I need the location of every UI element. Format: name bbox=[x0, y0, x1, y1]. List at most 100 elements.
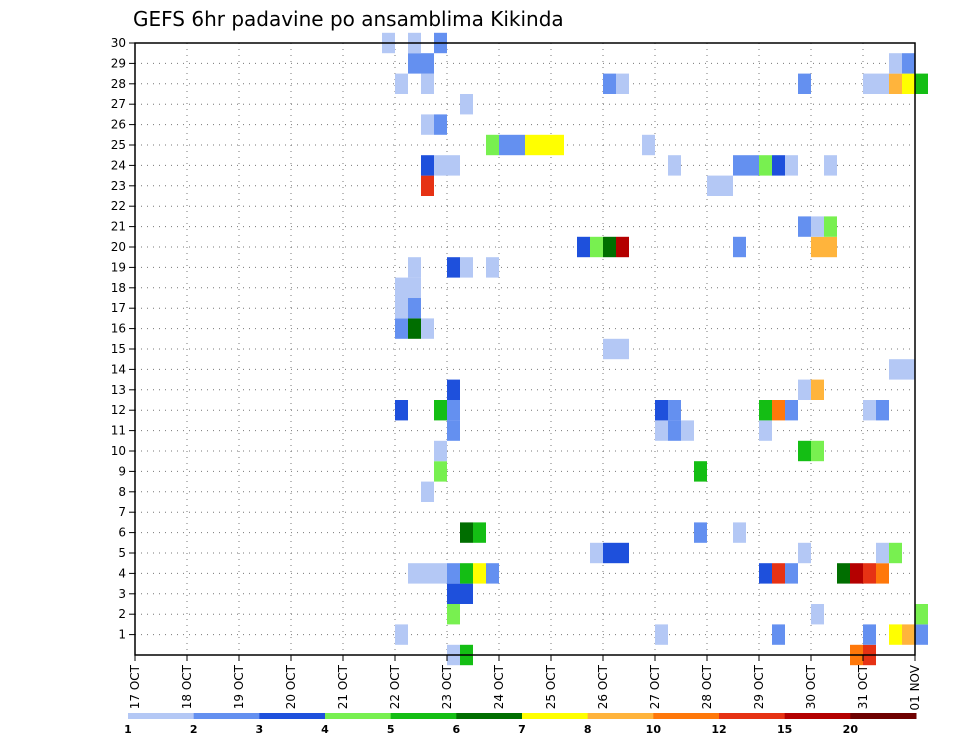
y-tick-label: 1 bbox=[118, 628, 126, 642]
data-cell bbox=[460, 94, 473, 115]
data-cell bbox=[538, 134, 551, 156]
data-cell bbox=[616, 338, 629, 360]
data-cell bbox=[616, 542, 629, 564]
data-cell bbox=[447, 257, 460, 278]
data-cell bbox=[603, 542, 616, 564]
y-tick-label: 21 bbox=[111, 220, 126, 234]
data-cell bbox=[876, 563, 889, 584]
y-tick-label: 24 bbox=[111, 158, 126, 172]
colorbar-swatch bbox=[259, 713, 326, 719]
y-axis: 1234567891011121314151617181920212223242… bbox=[111, 36, 135, 642]
colorbar-label: 1 bbox=[124, 723, 132, 736]
data-cell bbox=[798, 379, 811, 400]
data-cell bbox=[447, 379, 460, 400]
data-cell bbox=[863, 624, 876, 645]
data-cell bbox=[447, 400, 460, 421]
data-cell bbox=[798, 216, 811, 237]
y-tick-label: 17 bbox=[111, 301, 126, 315]
colorbar-label: 10 bbox=[646, 723, 662, 736]
data-cell bbox=[395, 277, 408, 298]
data-cell bbox=[486, 563, 499, 584]
data-cell bbox=[889, 73, 902, 94]
data-cell bbox=[850, 563, 863, 584]
data-cell bbox=[395, 298, 408, 319]
data-cell bbox=[785, 155, 798, 176]
data-cell bbox=[759, 400, 772, 421]
grid-lines bbox=[135, 43, 915, 655]
y-tick-label: 28 bbox=[111, 77, 126, 91]
y-tick-label: 2 bbox=[118, 607, 126, 621]
data-cell bbox=[824, 236, 837, 258]
data-cell bbox=[421, 73, 434, 94]
data-cell bbox=[889, 542, 902, 564]
data-cell bbox=[486, 134, 499, 156]
data-cell bbox=[460, 583, 473, 604]
colorbar-swatch bbox=[456, 713, 523, 719]
y-tick-label: 23 bbox=[111, 179, 126, 193]
y-tick-label: 15 bbox=[111, 342, 126, 356]
x-tick-label: 26 OCT bbox=[596, 664, 610, 709]
data-cell bbox=[785, 563, 798, 584]
data-cell bbox=[434, 114, 447, 135]
y-tick-label: 5 bbox=[118, 546, 126, 560]
data-cell bbox=[447, 420, 460, 441]
data-cell bbox=[421, 175, 434, 196]
colorbar-swatch bbox=[193, 713, 260, 719]
colorbar-swatch bbox=[128, 713, 195, 719]
data-cell bbox=[473, 563, 486, 584]
data-cell bbox=[655, 420, 668, 441]
x-tick-label: 18 OCT bbox=[180, 664, 194, 709]
y-tick-label: 16 bbox=[111, 322, 126, 336]
data-cell bbox=[434, 440, 447, 462]
colorbar-swatch bbox=[719, 713, 786, 719]
data-cell bbox=[772, 155, 785, 176]
y-tick-label: 6 bbox=[118, 526, 126, 540]
data-cell bbox=[512, 134, 525, 156]
y-tick-label: 19 bbox=[111, 260, 126, 274]
data-cell bbox=[811, 604, 824, 625]
colorbar-swatch bbox=[850, 713, 917, 719]
data-cell bbox=[603, 236, 616, 258]
data-cell bbox=[837, 563, 850, 584]
data-cell bbox=[460, 563, 473, 584]
data-cell bbox=[811, 440, 824, 462]
colorbar-swatch bbox=[390, 713, 457, 719]
data-cell bbox=[759, 420, 772, 441]
data-cell bbox=[603, 338, 616, 360]
x-tick-label: 21 OCT bbox=[336, 664, 350, 709]
chart-title: GEFS 6hr padavine po ansamblima Kikinda bbox=[133, 7, 564, 31]
data-cell bbox=[733, 522, 746, 543]
y-tick-label: 3 bbox=[118, 587, 126, 601]
y-tick-label: 9 bbox=[118, 464, 126, 478]
data-cell bbox=[408, 53, 421, 74]
colorbar-label: 7 bbox=[518, 723, 526, 736]
colorbar: 1 2 3 4 5 6 7 8 10 12 15 20 bbox=[124, 713, 917, 736]
y-tick-label: 10 bbox=[111, 444, 126, 458]
data-cell bbox=[616, 236, 629, 258]
colorbar-swatch bbox=[522, 713, 589, 719]
data-cell bbox=[395, 73, 408, 94]
data-cell bbox=[421, 563, 434, 584]
y-tick-label: 12 bbox=[111, 403, 126, 417]
x-tick-label: 24 OCT bbox=[492, 664, 506, 709]
data-cell bbox=[746, 155, 759, 176]
data-cell bbox=[863, 73, 876, 94]
data-cell bbox=[694, 461, 707, 482]
x-tick-label: 23 OCT bbox=[440, 664, 454, 709]
data-cell bbox=[759, 155, 772, 176]
y-tick-label: 7 bbox=[118, 505, 126, 519]
x-axis: 17 OCT 18 OCT 19 OCT 20 OCT 21 OCT 22 OCT 23 O… bbox=[128, 655, 922, 711]
y-tick-label: 25 bbox=[111, 138, 126, 152]
colorbar-label: 4 bbox=[321, 723, 329, 736]
data-cell bbox=[694, 522, 707, 543]
data-cell bbox=[590, 236, 603, 258]
colorbar-label: 3 bbox=[256, 723, 264, 736]
data-cell bbox=[889, 53, 902, 74]
data-cell bbox=[798, 542, 811, 564]
data-cell bbox=[590, 542, 603, 564]
data-cell bbox=[876, 542, 889, 564]
data-cell bbox=[811, 216, 824, 237]
colorbar-swatch bbox=[784, 713, 851, 719]
y-tick-label: 30 bbox=[111, 36, 126, 50]
